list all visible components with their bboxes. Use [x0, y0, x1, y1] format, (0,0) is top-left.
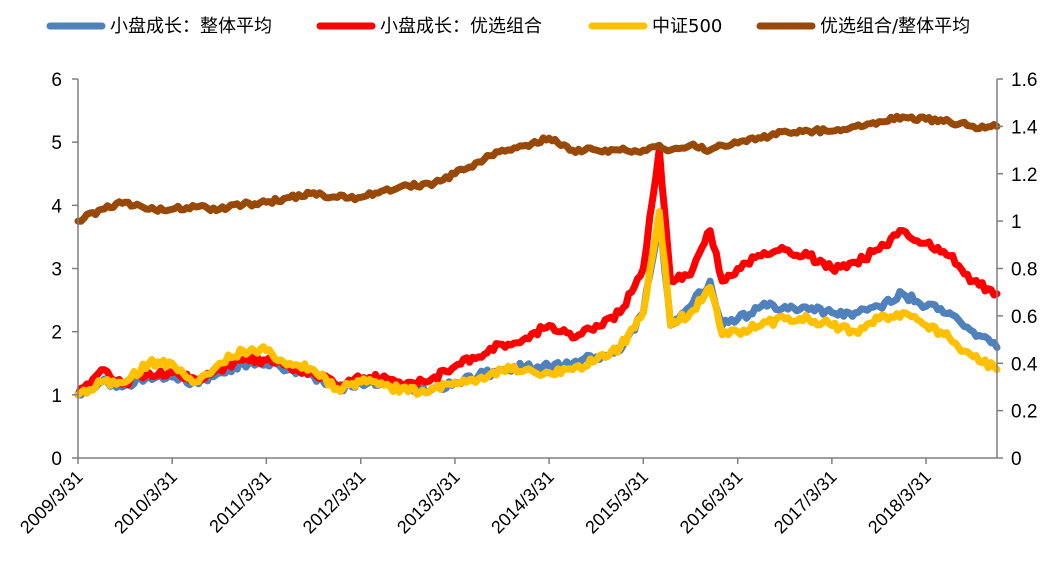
series-line-3 [74, 208, 1001, 399]
x-tick-label: 2012/3/31 [299, 467, 370, 538]
series-line-2 [74, 145, 1001, 399]
left-y-tick-label: 6 [51, 70, 62, 91]
right-y-tick-label: 1 [1011, 212, 1022, 233]
left-y-tick-label: 4 [51, 196, 62, 217]
legend-label: 小盘成长：整体平均 [110, 16, 272, 37]
right-y-tick-label: 0.6 [1011, 307, 1037, 328]
right-y-tick-label: 0.2 [1011, 402, 1037, 423]
legend-label: 小盘成长：优选组合 [380, 16, 542, 37]
x-tick-label: 2016/3/31 [676, 467, 747, 538]
left-y-tick-label: 5 [51, 133, 62, 154]
legend-label: 中证500 [652, 16, 722, 37]
left-y-tick-label: 2 [51, 323, 62, 344]
left-y-tick-label: 3 [51, 260, 62, 281]
series-line-1 [74, 214, 1001, 399]
x-tick-label: 2009/3/31 [16, 467, 87, 538]
left-y-tick-label: 0 [51, 449, 62, 470]
right-y-tick-label: 0.8 [1011, 260, 1037, 281]
right-y-tick-label: 0.4 [1011, 354, 1038, 375]
right-y-tick-label: 1.4 [1011, 117, 1038, 138]
x-tick-label: 2011/3/31 [205, 467, 275, 537]
x-tick-label: 2013/3/31 [393, 467, 464, 538]
right-y-tick-label: 1.2 [1011, 165, 1037, 186]
legend: 小盘成长：整体平均 小盘成长：优选组合 中证500 优选组合/整体平均 [46, 16, 970, 37]
right-y-tick-label: 1.6 [1011, 70, 1037, 91]
axes [77, 79, 998, 459]
right-y-tick-label: 0 [1011, 449, 1022, 470]
legend-label: 优选组合/整体平均 [820, 16, 970, 37]
x-tick-label: 2018/3/31 [864, 467, 935, 538]
x-tick-label: 2015/3/31 [581, 467, 652, 538]
series-line-4 [74, 112, 1001, 225]
x-tick-label: 2017/3/31 [770, 467, 841, 538]
x-tick-label: 2014/3/31 [487, 467, 558, 538]
x-tick-label: 2010/3/31 [110, 467, 181, 538]
left-y-tick-label: 1 [51, 386, 62, 407]
series-layer [74, 112, 1001, 399]
